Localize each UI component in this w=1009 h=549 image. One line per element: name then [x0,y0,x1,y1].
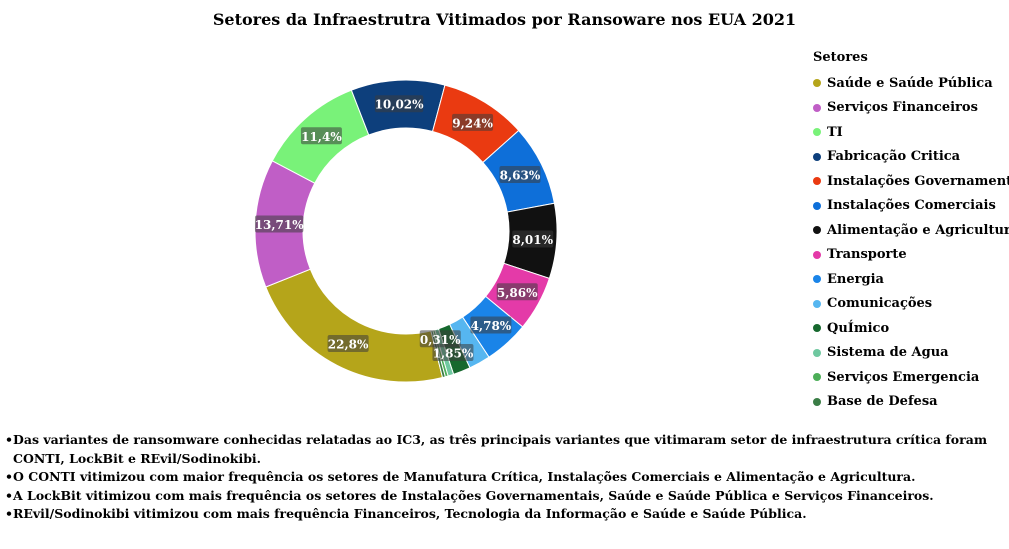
bullet-icon: • [5,487,13,503]
legend-label: Instalações Governamentais [827,173,1009,189]
data-label-3: 10,02% [375,98,425,112]
note-0: • Das variantes de ransomware conhecidas … [5,431,1005,468]
legend-swatch [813,373,821,382]
legend-item-3: Fabricação Critica [813,145,1009,170]
legend-label: Serviços Emergencia [827,369,980,385]
legend-label: Instalações Comerciais [827,198,996,214]
data-label-bg-6 [512,230,554,248]
legend-title: Setores [813,50,868,65]
data-label-bg-10 [432,343,474,361]
donut-chart: 22,8% 13,71% 11,4% 10,02% 9,24% 8,63% 8,01% 5,8… [254,79,558,383]
legend-item-13: Base de Defesa [813,390,1009,415]
data-label-bg-4 [452,113,494,131]
data-label-0: 22,8% [328,338,369,352]
legend-swatch [813,103,821,112]
legend-swatch [813,128,821,137]
data-label-bg-2 [300,127,342,145]
note-text: O CONTI vitimizou com maior frequência o… [13,469,916,484]
data-label-bg-0 [327,335,369,353]
legend-label: TI [827,124,843,140]
data-label-8: 4,78% [471,319,512,333]
legend-swatch [813,152,821,161]
legend-label: Saúde e Saúde Pública [827,75,993,91]
bullet-icon: • [5,506,13,521]
note-2: • A LockBit vitimizou com mais frequência… [5,487,1005,506]
data-label-bg-3 [374,95,424,113]
data-label-bg-5 [499,166,541,184]
legend-item-8: Energia [813,267,1009,292]
legend-swatch [813,250,821,259]
data-label-2: 11,4% [301,130,342,144]
note-text: A LockBit vitimizou com mais frequência … [13,487,934,503]
legend-label: Transporte [827,247,907,263]
legend-label: Base de Defesa [827,394,938,410]
legend-swatch [813,348,821,357]
legend-item-4: Instalações Governamentais [813,169,1009,194]
legend-label: Comunicações [827,296,933,312]
legend-item-12: Serviços Emergencia [813,365,1009,390]
legend-swatch [813,177,821,186]
legend-item-11: Sistema de Agua [813,341,1009,366]
legend-label: Sistema de Agua [827,345,949,361]
legend-item-9: Comunicações [813,292,1009,317]
legend-item-5: Instalações Comerciais [813,194,1009,219]
legend-swatch [813,226,821,235]
legend-swatch [813,324,821,333]
data-label-1: 13,71% [255,218,305,232]
data-label-6: 8,01% [512,233,553,247]
bullet-icon: • [5,469,13,484]
notes: • Das variantes de ransomware conhecidas … [5,431,1005,524]
data-label-bg-12 [419,330,461,348]
note-text: REvil/Sodinokibi vitimizou com mais freq… [13,506,807,521]
legend-label: Alimentação e Agricultura [827,222,1009,238]
data-label-12: 0,31% [420,333,461,347]
note-text: Das variantes de ransomware conhecidas r… [13,432,988,466]
data-label-bg-8 [470,316,512,334]
legend-item-2: TI [813,120,1009,145]
legend: Setores Saúde e Saúde Pública Serviços Fi… [813,50,1009,414]
bullet-icon: • [5,432,13,447]
legend-item-7: Transporte [813,243,1009,268]
legend-label: Energia [827,271,884,287]
legend-swatch [813,299,821,308]
data-label-10: 1,85% [433,346,474,360]
legend-item-1: Serviços Financeiros [813,96,1009,121]
chart-title: Setores da Infraestrutra Vitimados por R… [212,10,797,29]
legend-swatch [813,275,821,284]
legend-swatch [813,79,821,88]
legend-label: Serviços Financeiros [827,100,978,116]
legend-label: QuÍmico [827,320,890,336]
window-chevrons-icon [905,0,985,8]
legend-label: Fabricação Critica [827,149,961,165]
data-label-bg-7 [496,283,538,301]
slice-0 [265,268,444,383]
note-1: • O CONTI vitimizou com maior frequência … [5,468,1005,487]
legend-item-6: Alimentação e Agricultura [813,218,1009,243]
data-label-bg-1 [254,215,304,233]
data-label-5: 8,63% [500,169,541,183]
legend-item-0: Saúde e Saúde Pública [813,71,1009,96]
data-label-4: 9,24% [452,116,493,130]
data-label-7: 5,86% [497,286,538,300]
legend-item-10: QuÍmico [813,316,1009,341]
note-3: • REvil/Sodinokibi vitimizou com mais fre… [5,505,1005,524]
legend-swatch [813,201,821,210]
legend-swatch [813,397,821,406]
